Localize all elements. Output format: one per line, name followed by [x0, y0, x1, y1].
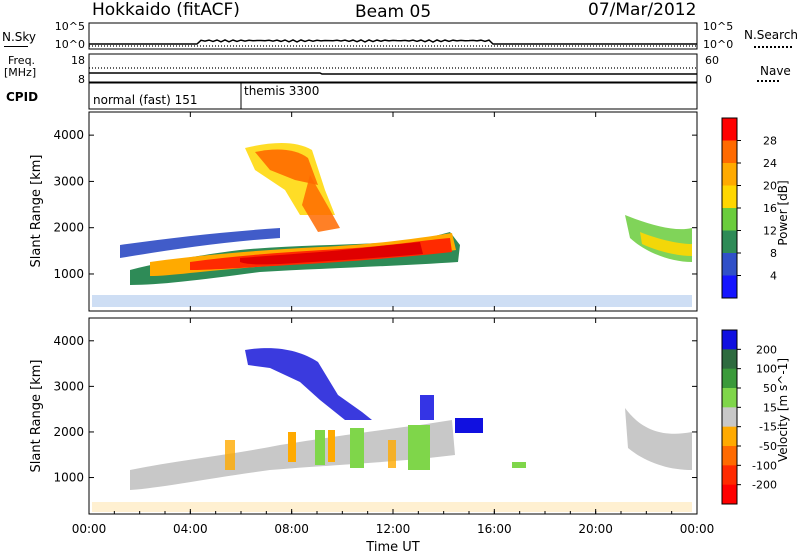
nsky-series-line [89, 39, 697, 45]
velocity-colorbar-tick-label-6: -100 [752, 459, 777, 472]
velocity-panel [88, 317, 698, 515]
station-title: Hokkaido (fitACF) [92, 0, 240, 20]
velocity-ytick-label-2: 2000 [53, 425, 84, 439]
power-colorbar-tick-label-4: 12 [763, 225, 777, 238]
x-tick-label-1: 04:00 [173, 522, 208, 536]
velocity-colorbar-swatch-2 [722, 368, 737, 389]
power-colorbar-label: Power [dB] [776, 180, 790, 245]
power-ytick-label-2: 2000 [53, 221, 84, 235]
velocity-colorbar-swatch-6 [722, 446, 737, 466]
freq-series-line [89, 72, 697, 75]
velocity-colorbar: 200 100 50 15 -15 -50 -100 -200 [721, 329, 777, 505]
noise-left-tick-top: 10^5 [55, 20, 85, 33]
velocity-colorbar-swatch-4 [722, 407, 737, 428]
velocity-ytick-label-3: 1000 [53, 471, 84, 485]
freq-panel: 18 8 60 0 [71, 53, 719, 86]
x-tick-label-2: 08:00 [274, 522, 309, 536]
power-colorbar-tick-label-1: 24 [763, 157, 777, 170]
power-colorbar-swatch-3 [722, 185, 737, 209]
velocity-ytick-label-1: 3000 [53, 379, 84, 393]
nave-legend-line [757, 80, 779, 82]
freq-left-tick-bottom: 8 [78, 73, 85, 86]
velocity-colorbar-swatch-7 [722, 465, 737, 486]
power-ytick-label-3: 1000 [53, 267, 84, 281]
freq-left-tick-top: 18 [71, 54, 85, 67]
freq-label: Freq. [8, 54, 36, 67]
velocity-colorbar-tick-label-2: 50 [763, 382, 777, 395]
nsearch-legend-line [754, 46, 792, 48]
cpid-label: CPID [6, 90, 39, 104]
power-colorbar-swatch-4 [722, 208, 737, 231]
velocity-colorbar-label: Velocity [m s^-1] [776, 358, 790, 462]
power-high-range-patch [245, 143, 340, 232]
velocity-colorbar-swatch-3 [722, 388, 737, 408]
velocity-colorbar-swatch-5 [722, 426, 737, 447]
x-axis-ticks: 00:00 04:00 08:00 12:00 16:00 20:00 00:00 [72, 112, 715, 536]
power-colorbar-swatch-0 [722, 118, 737, 141]
power-ylabel: Slant Range [km] [29, 155, 44, 268]
noise-right-tick-bottom: 10^0 [703, 38, 733, 51]
x-tick-label-6: 00:00 [680, 522, 715, 536]
cpid-panel: normal (fast) 151 themis 3300 [88, 82, 698, 110]
noise-panel: 10^5 10^0 10^5 10^0 [55, 20, 733, 51]
power-ytick-label-1: 3000 [53, 174, 84, 188]
power-y-ticks: 4000 3000 2000 1000 [53, 128, 697, 281]
velocity-blue-cluster [455, 418, 483, 433]
freq-unit-label: [MHz] [4, 66, 37, 79]
velocity-colorbar-tick-label-1: 100 [756, 363, 777, 376]
power-colorbar-tick-label-2: 20 [763, 180, 777, 193]
nsky-label: N.Sky [2, 30, 37, 44]
power-colorbar-swatch-6 [722, 253, 737, 276]
velocity-high-range-flow [245, 348, 483, 433]
power-colorbar-swatch-1 [722, 140, 737, 164]
power-colorbar-tick-label-0: 28 [763, 135, 777, 148]
velocity-colorbar-tick-label-0: 200 [756, 343, 777, 356]
power-colorbar: 28 24 20 16 12 8 4 [721, 117, 777, 299]
power-late-echoes [625, 215, 692, 262]
noise-right-tick-top: 10^5 [703, 20, 733, 33]
power-colorbar-tick-label-6: 4 [770, 270, 777, 283]
x-tick-label-4: 16:00 [477, 522, 512, 536]
velocity-colorbar-swatch-8 [722, 484, 737, 505]
velocity-colorbar-swatch-1 [722, 349, 737, 370]
velocity-late-ground-scatter [625, 408, 692, 470]
velocity-colorbar-tick-label-4: -15 [759, 421, 777, 434]
power-main-band [120, 228, 460, 285]
velocity-colored-streaks [225, 425, 526, 470]
cpid-segment-2: themis 3300 [244, 84, 319, 98]
nsearch-label: N.Search [744, 28, 799, 42]
power-panel [88, 111, 698, 312]
power-colorbar-tick-label-5: 8 [770, 247, 777, 260]
nsky-legend-line [4, 46, 28, 47]
x-tick-label-0: 00:00 [72, 522, 107, 536]
date-title: 07/Mar/2012 [588, 0, 697, 20]
x-tick-label-3: 12:00 [376, 522, 411, 536]
power-colorbar-swatch-2 [722, 163, 737, 186]
velocity-colorbar-tick-label-7: -200 [752, 479, 777, 492]
power-colorbar-swatch-5 [722, 230, 737, 254]
power-colorbar-tick-label-3: 16 [763, 202, 777, 215]
velocity-ytick-label-0: 4000 [53, 334, 84, 348]
x-axis-label: Time UT [365, 540, 419, 554]
velocity-y-ticks: 4000 3000 2000 1000 [53, 334, 697, 485]
cpid-segment-1: normal (fast) 151 [93, 93, 197, 107]
x-tick-label-5: 20:00 [578, 522, 613, 536]
power-ytick-label-0: 4000 [53, 128, 84, 142]
velocity-colorbar-swatch-0 [722, 330, 737, 350]
nave-right-tick-top: 60 [705, 54, 719, 67]
velocity-colorbar-border [721, 329, 738, 505]
noise-left-tick-bottom: 10^0 [55, 38, 85, 51]
power-colorbar-swatch-7 [722, 275, 737, 299]
nave-right-tick-bottom: 0 [705, 73, 712, 86]
velocity-ylabel: Slant Range [km] [29, 360, 44, 473]
velocity-colorbar-tick-label-3: 15 [763, 401, 777, 414]
beam-title: Beam 05 [355, 2, 432, 22]
velocity-colorbar-tick-label-5: -50 [759, 440, 777, 453]
nave-label: Nave [760, 64, 791, 78]
